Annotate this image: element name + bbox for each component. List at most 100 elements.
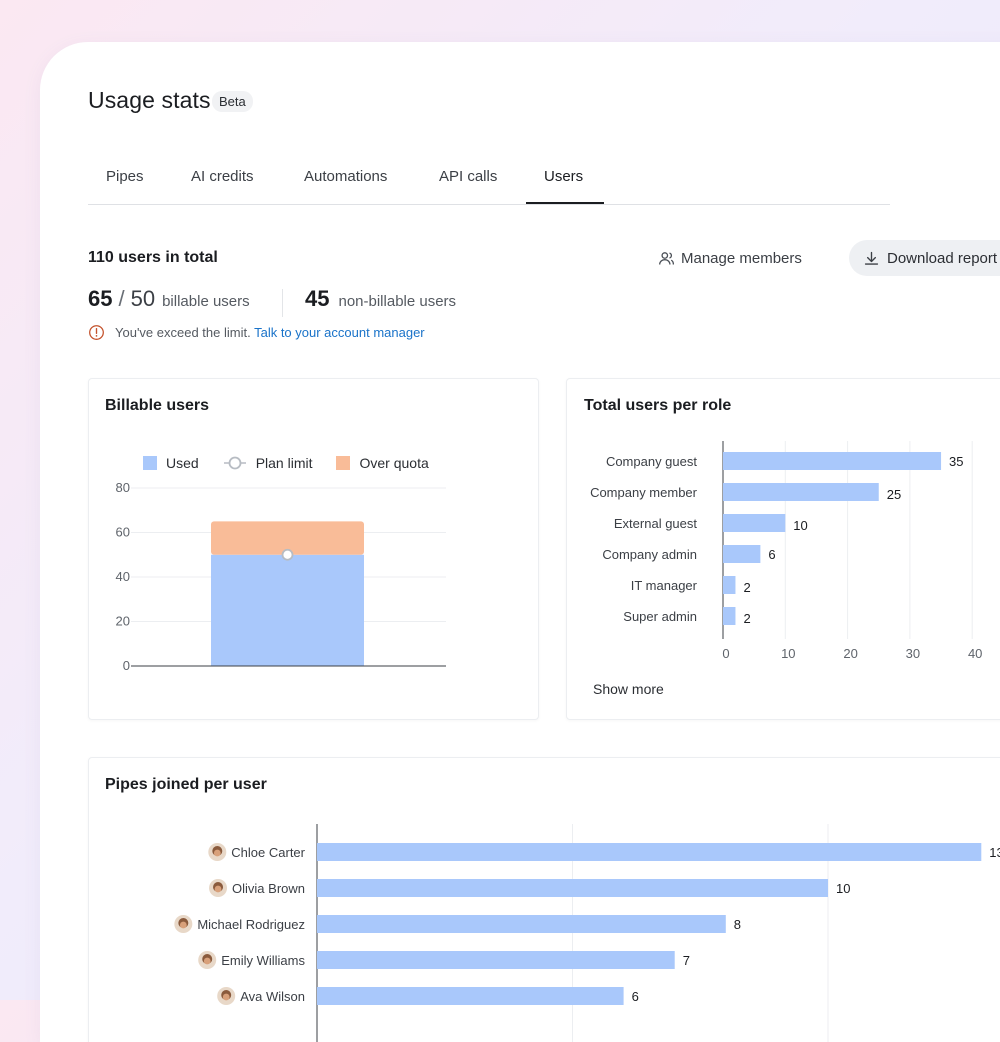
download-report-label: Download report xyxy=(887,249,998,267)
legend-over-quota-label: Over quota xyxy=(359,455,429,471)
account-manager-link[interactable]: Talk to your account manager xyxy=(254,325,425,340)
x-tick-label: 40 xyxy=(968,646,982,661)
nonbillable-users-summary: 45 non-billable users xyxy=(305,286,456,312)
billable-users-label: billable users xyxy=(162,293,250,310)
user-pipes-bar[interactable] xyxy=(317,843,982,861)
legend-over-quota: Over quota xyxy=(336,455,429,471)
tab-ai-credits[interactable]: AI credits xyxy=(191,168,254,185)
role-bar[interactable] xyxy=(723,483,879,501)
pipes-per-user-chart: Chloe Carter 13 Olivia Brown 10 Michael Rodr… xyxy=(174,824,1000,1042)
avatar-icon xyxy=(208,843,227,861)
y-tick-label: 40 xyxy=(116,569,130,584)
legend-used: Used xyxy=(143,455,199,471)
role-label: Company guest xyxy=(606,454,697,469)
tab-pipes[interactable]: Pipes xyxy=(106,168,144,185)
role-label: Company member xyxy=(590,485,698,500)
y-tick-label: 80 xyxy=(116,480,130,495)
plan-limit-marker[interactable] xyxy=(281,548,294,561)
avatar-icon xyxy=(198,951,217,969)
limit-warning: You've exceed the limit. Talk to your ac… xyxy=(88,324,425,341)
role-value-label: 2 xyxy=(743,611,750,626)
x-tick-label: 10 xyxy=(781,646,795,661)
user-pipes-value-label: 10 xyxy=(836,881,850,896)
avatar-icon xyxy=(217,987,236,1005)
user-pipes-bar[interactable] xyxy=(317,951,675,969)
role-value-label: 25 xyxy=(887,487,901,502)
billable-users-card: Billable users Used Plan limit Over quot… xyxy=(88,378,539,720)
slash-separator: / xyxy=(118,286,125,311)
role-bar[interactable] xyxy=(723,514,786,532)
billable-limit-count: 50 xyxy=(130,286,156,311)
billable-users-chart: 0 20 40 60 80 xyxy=(116,480,446,673)
over-quota-swatch xyxy=(336,456,351,470)
manage-members-button[interactable]: Manage members xyxy=(658,245,802,271)
x-tick-label: 0 xyxy=(722,646,729,661)
user-name-label: Emily Williams xyxy=(221,953,305,968)
user-pipes-value-label: 6 xyxy=(632,989,639,1004)
legend-used-label: Used xyxy=(166,455,199,471)
user-name-label: Ava Wilson xyxy=(240,989,305,1004)
avatar-icon xyxy=(209,879,228,897)
manage-members-label: Manage members xyxy=(681,249,802,267)
used-bar[interactable] xyxy=(211,554,364,666)
role-label: IT manager xyxy=(631,578,698,593)
role-label: Super admin xyxy=(623,609,697,624)
warning-icon xyxy=(89,325,104,340)
role-bar[interactable] xyxy=(723,545,761,563)
summary-divider xyxy=(282,289,283,317)
legend-plan-limit-label: Plan limit xyxy=(255,455,313,471)
active-tab-indicator xyxy=(526,202,604,204)
tab-api-calls[interactable]: API calls xyxy=(439,168,498,185)
user-pipes-value-label: 13 xyxy=(989,845,1000,860)
billable-users-summary: 65 / 50 billable users xyxy=(88,286,250,312)
user-pipes-bar[interactable] xyxy=(317,987,624,1005)
legend-plan-limit: Plan limit xyxy=(223,455,313,471)
billable-used-count: 65 xyxy=(88,286,113,311)
warning-text: You've exceed the limit. xyxy=(115,325,251,340)
download-icon xyxy=(864,251,879,265)
x-tick-label: 30 xyxy=(906,646,920,661)
nonbillable-users-label: non-billable users xyxy=(338,293,457,310)
role-value-label: 10 xyxy=(793,518,807,533)
users-icon xyxy=(659,251,675,265)
page-title: Usage stats xyxy=(88,87,211,113)
chart-legend: Used Plan limit Over quota xyxy=(143,455,429,471)
role-value-label: 2 xyxy=(743,580,750,595)
user-pipes-bar[interactable] xyxy=(317,879,828,897)
billable-users-title: Billable users xyxy=(105,397,210,414)
role-bar[interactable] xyxy=(723,607,736,625)
download-report-button[interactable]: Download report xyxy=(849,240,1000,276)
over-quota-bar[interactable] xyxy=(211,521,364,555)
plan-limit-marker-icon xyxy=(223,456,246,470)
role-bar[interactable] xyxy=(723,452,942,470)
user-pipes-value-label: 8 xyxy=(734,917,741,932)
role-bar[interactable] xyxy=(723,576,736,594)
used-swatch xyxy=(143,456,157,470)
role-value-label: 35 xyxy=(949,454,963,469)
total-users-heading: 110 users in total xyxy=(88,249,218,266)
user-name-label: Chloe Carter xyxy=(231,845,305,860)
user-name-label: Michael Rodriguez xyxy=(197,917,305,932)
usage-stats-panel: Usage stats Beta Pipes AI credits Automa… xyxy=(40,42,1000,1042)
beta-badge: Beta xyxy=(212,91,253,112)
users-per-role-chart: 0 10 20 30 40 Company guest 35 Company member 25… xyxy=(590,441,982,661)
avatar-icon xyxy=(174,915,193,933)
pipes-per-user-card: Pipes joined per user Chloe Carter 13 Oliv… xyxy=(88,757,1000,1042)
user-pipes-value-label: 7 xyxy=(683,953,690,968)
tab-automations[interactable]: Automations xyxy=(304,168,388,185)
user-name-label: Olivia Brown xyxy=(232,881,305,896)
show-more-link[interactable]: Show more xyxy=(593,681,664,697)
users-per-role-title: Total users per role xyxy=(584,397,732,414)
y-tick-label: 20 xyxy=(116,614,130,629)
role-value-label: 6 xyxy=(768,547,775,562)
nonbillable-count: 45 xyxy=(305,286,330,311)
tab-bar: Pipes AI credits Automations API calls U… xyxy=(88,154,890,205)
user-pipes-bar[interactable] xyxy=(317,915,726,933)
pipes-per-user-title: Pipes joined per user xyxy=(105,776,267,793)
y-tick-label: 0 xyxy=(123,658,130,673)
y-tick-label: 60 xyxy=(116,525,130,540)
role-label: External guest xyxy=(614,516,697,531)
tab-users[interactable]: Users xyxy=(544,168,584,185)
x-tick-label: 20 xyxy=(843,646,857,661)
role-label: Company admin xyxy=(602,547,697,562)
